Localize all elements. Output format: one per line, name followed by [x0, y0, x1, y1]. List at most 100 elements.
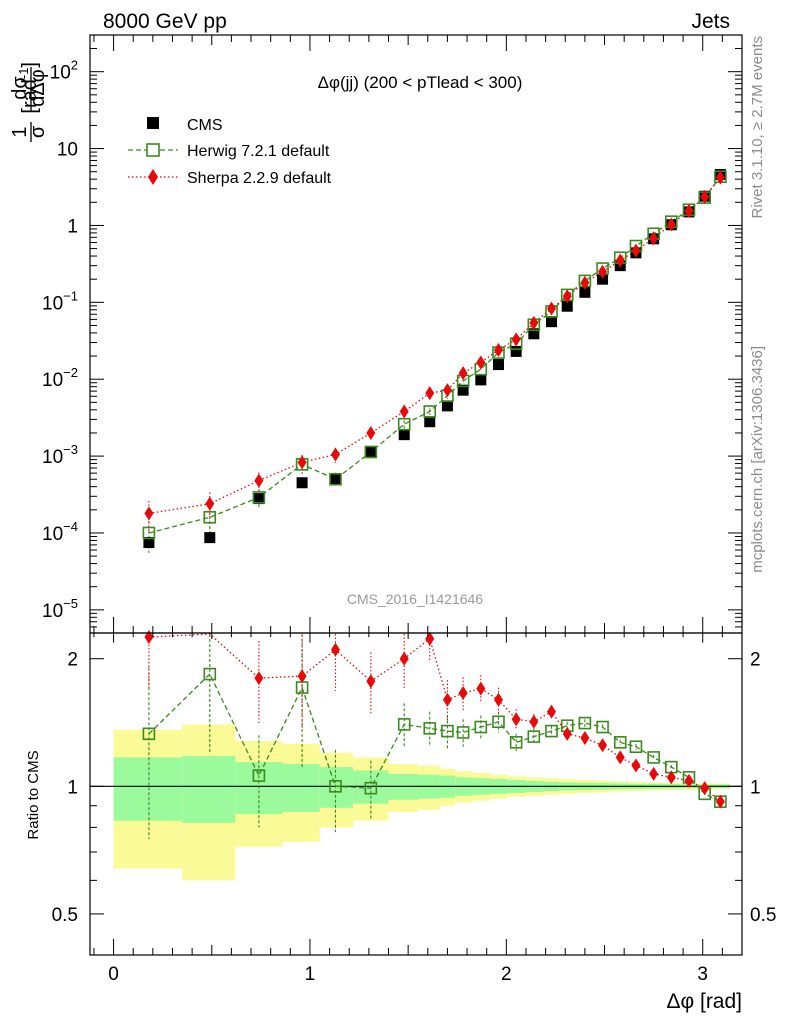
sherpa-ratio-point — [666, 770, 676, 785]
ratio-y-tick-label-left: 1 — [67, 777, 78, 798]
ratio-panel-marks — [142, 630, 727, 840]
legend-herwig-label: Herwig 7.2.1 default — [187, 143, 330, 160]
sherpa-point — [529, 315, 539, 330]
band-inner-bin — [182, 755, 236, 823]
ratio-y-tick-label-right: 2 — [750, 650, 761, 671]
ylabel-unit: [rad-1] — [16, 62, 41, 114]
main-y-tick-label: 10 — [57, 140, 78, 161]
sherpa-point — [547, 301, 557, 316]
herwig-point — [203, 510, 217, 524]
sherpa-point — [425, 386, 435, 401]
main-y-tick-label: 10−1 — [42, 288, 78, 314]
x-tick-label: 1 — [305, 964, 316, 985]
herwig-ratio-point — [545, 724, 558, 738]
herwig-ratio-point — [142, 727, 156, 741]
cms-data-point — [143, 537, 155, 549]
rivet-label: Rivet 3.1.10, ≥ 2.7M events — [749, 36, 766, 219]
herwig-point — [364, 445, 378, 459]
band-inner-bin — [282, 763, 320, 812]
cms-data-point — [561, 300, 573, 312]
main-y-tick-label: 10−3 — [42, 442, 78, 468]
herwig-ratio-point — [647, 751, 660, 764]
sherpa-point — [598, 264, 608, 279]
ylabel-unit-sup: -1 — [16, 68, 31, 80]
analysis-watermark: CMS_2016_I1421646 — [347, 591, 483, 607]
sherpa-ratio-point — [580, 731, 590, 746]
cms-data-point — [597, 273, 609, 285]
herwig-ratio-point — [527, 730, 541, 743]
sherpa-ratio-point — [715, 794, 725, 809]
x-tick-label: 3 — [697, 964, 708, 985]
main-y-tick-label: 10−4 — [42, 519, 78, 545]
sherpa-ratio-point — [442, 692, 452, 707]
x-tick-label: 0 — [108, 964, 119, 985]
sherpa-ratio-point — [366, 674, 376, 689]
ylabel-num: 1 — [9, 126, 31, 137]
ylabel-den2: dΔφ — [27, 69, 49, 106]
cms-data-point — [296, 477, 308, 489]
sherpa-point — [511, 332, 521, 347]
sherpa-ratio-point — [144, 630, 154, 645]
main-y-tick-label: 102 — [50, 58, 78, 84]
sherpa-ratio-point — [330, 642, 340, 657]
sherpa-ratio-point — [562, 726, 572, 741]
legend-sherpa-label: Sherpa 2.2.9 default — [187, 170, 332, 187]
sherpa-point — [330, 447, 340, 462]
sherpa-ratio-point — [254, 671, 264, 686]
herwig-ratio-point — [364, 781, 378, 795]
sherpa-ratio-point — [425, 631, 435, 646]
legend-cms-label: CMS — [187, 117, 223, 134]
ratio-y-axis-label: Ratio to CMS — [25, 750, 42, 839]
herwig-ratio-point — [456, 726, 470, 739]
sherpa-ratio-point — [615, 750, 625, 765]
herwig-ratio-point — [397, 718, 411, 731]
legend: CMS Herwig 7.2.1 default Sherpa 2.2.9 de… — [128, 117, 332, 187]
herwig-ratio-point — [596, 720, 609, 734]
sherpa-point — [442, 383, 452, 398]
sherpa-point — [493, 342, 503, 357]
sherpa-ratio-point — [458, 686, 468, 701]
cms-data-point — [579, 286, 591, 298]
herwig-point — [252, 491, 266, 504]
cms-data-point — [546, 316, 558, 328]
sherpa-ratio-point — [649, 766, 659, 781]
main-y-tick-label: 10−2 — [42, 365, 78, 391]
herwig-point — [423, 405, 437, 418]
main-y-tick-label: 10−5 — [42, 596, 78, 622]
sherpa-point — [700, 189, 710, 204]
sherpa-ratio-point — [529, 714, 539, 729]
sherpa-point — [476, 355, 486, 370]
cms-data-point — [475, 374, 487, 386]
axes: 10−5 10−4 10−3 10−2 10−1 1 10 102 0 1 2 3 0.5 0.5 1 1 2 2 — [42, 34, 776, 985]
herwig-point — [142, 526, 156, 540]
sherpa-point — [684, 203, 694, 218]
cms-data-point — [528, 328, 540, 340]
legend-sherpa-marker — [148, 169, 158, 185]
sherpa-ratio-point — [547, 704, 557, 719]
ratio-y-tick-label-right: 0.5 — [750, 905, 776, 926]
sherpa-point — [649, 231, 659, 246]
x-axis-label: Δφ [rad] — [667, 990, 743, 1013]
sherpa-ratio-point — [700, 781, 710, 796]
cms-data-point — [457, 384, 469, 396]
main-panel-marks — [142, 168, 727, 553]
sherpa-ratio-point — [476, 681, 486, 696]
herwig-ratio-point — [629, 740, 643, 754]
ratio-uncertainty-bands — [90, 724, 742, 881]
legend-herwig-marker — [146, 143, 160, 157]
sherpa-point — [580, 275, 590, 290]
sherpa-ratio-point — [511, 712, 521, 727]
sherpa-point — [666, 217, 676, 232]
cms-data-point — [398, 429, 410, 441]
herwig-ratio-point — [492, 715, 505, 729]
legend-cms-marker — [147, 117, 159, 129]
sherpa-point — [615, 253, 625, 268]
sherpa-ratio-point — [631, 758, 641, 773]
band-inner-bin — [319, 767, 354, 808]
sherpa-point — [144, 506, 154, 521]
header-process-label: Jets — [691, 10, 730, 33]
sherpa-ratio-point — [493, 692, 503, 707]
header-energy-label: 8000 GeV pp — [103, 10, 227, 33]
cms-data-point — [329, 473, 341, 485]
herwig-point — [329, 472, 342, 486]
